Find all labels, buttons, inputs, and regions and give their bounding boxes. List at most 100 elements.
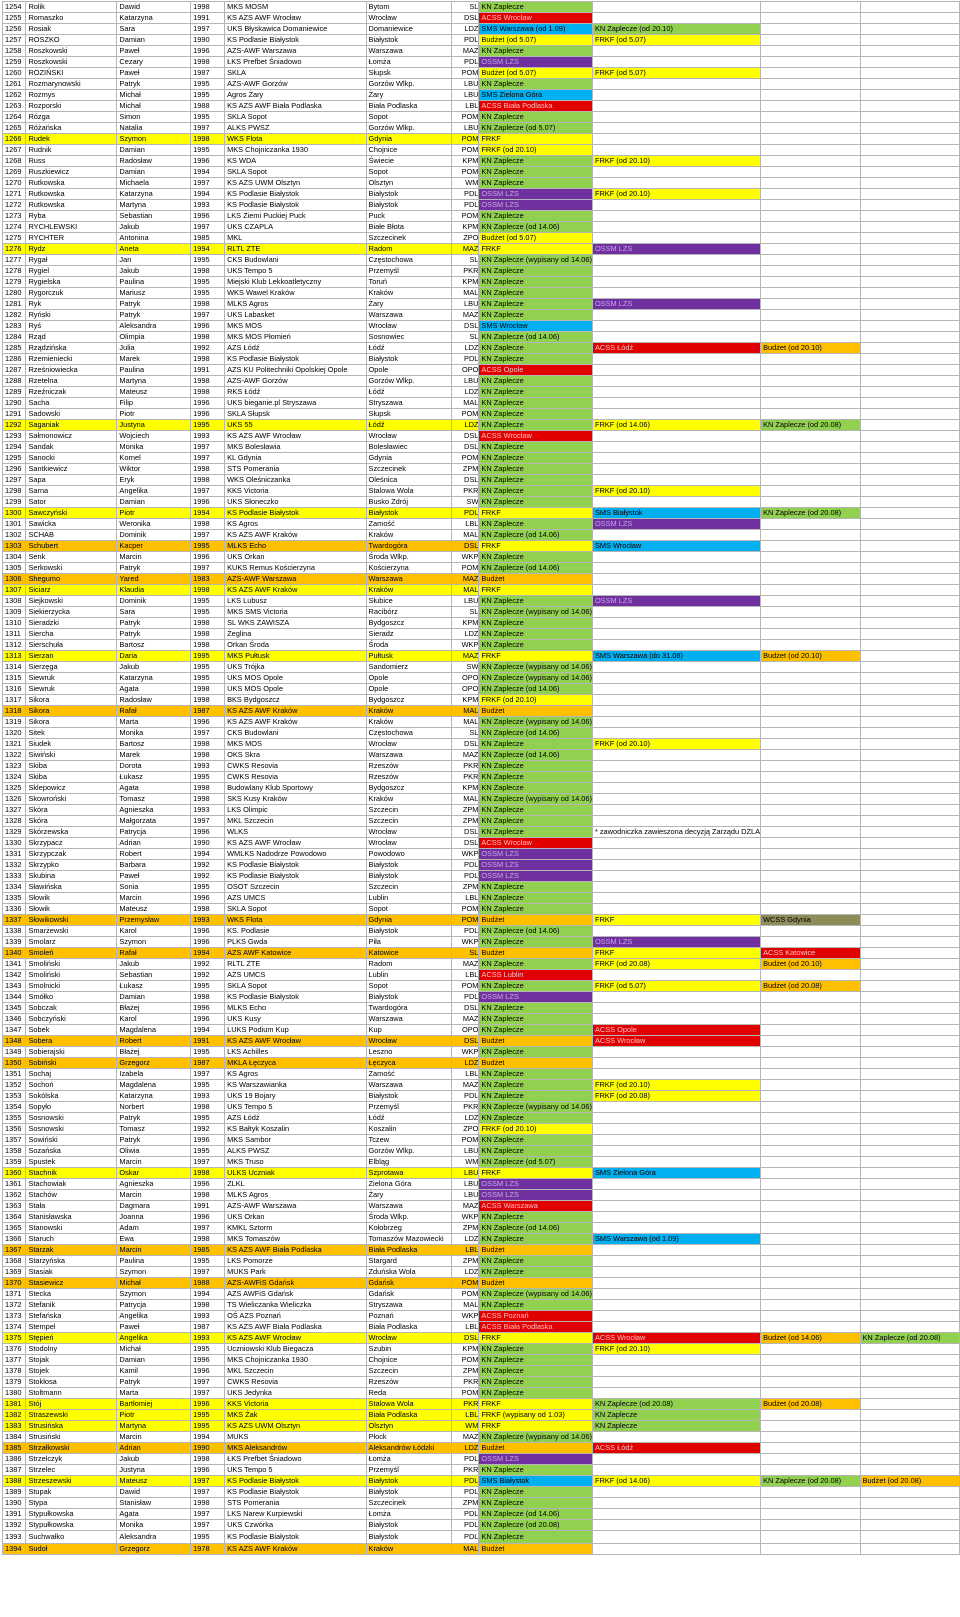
program-cell-3[interactable] [760, 749, 861, 761]
surname-cell[interactable]: RYCHLEWSKI [25, 221, 118, 233]
table-row[interactable]: 1260 ROZIŃSKI Paweł 1987 SKLA Słupsk POM Budżet… [1, 67, 960, 79]
surname-cell[interactable]: Sarna [25, 485, 118, 497]
city-cell[interactable]: Przemyśl [365, 265, 453, 277]
surname-cell[interactable]: Sobczak [25, 1002, 118, 1014]
program-cell-3[interactable] [760, 1288, 861, 1300]
program-cell-1[interactable]: KN Zaplecze [478, 265, 593, 277]
birth-year-cell[interactable]: 1998 [190, 375, 226, 387]
program-cell-4[interactable] [859, 1178, 960, 1190]
first-name-cell[interactable]: Damian [116, 166, 192, 178]
surname-cell[interactable]: Smarżewski [25, 925, 118, 937]
club-cell[interactable]: LKS Achilles [224, 1046, 367, 1058]
row-number-cell[interactable]: 1384 [1, 1431, 27, 1443]
program-cell-1[interactable]: KN Zaplecze [478, 1002, 593, 1014]
club-cell[interactable]: OKS Skra [224, 749, 367, 761]
birth-year-cell[interactable]: 1995 [190, 1255, 226, 1267]
table-row[interactable]: 1349 Sobierajski Błażej 1995 LKS Achilles Les… [1, 1046, 960, 1058]
table-row[interactable]: 1347 Sobek Magdalena 1994 LUKS Podium Kup Kup… [1, 1024, 960, 1036]
club-cell[interactable]: UKS Kusy [224, 1013, 367, 1025]
program-cell-2[interactable] [591, 1002, 762, 1014]
program-cell-4[interactable] [859, 969, 960, 981]
table-row[interactable]: 1369 Stasiak Szymon 1997 MUKS Park Zduńska Wo… [1, 1266, 960, 1278]
region-cell[interactable]: PDL [451, 859, 480, 871]
club-cell[interactable]: AZS AWF Katowice [224, 947, 367, 959]
row-number-cell[interactable]: 1279 [1, 276, 27, 288]
region-cell[interactable]: PDL [451, 925, 480, 937]
first-name-cell[interactable]: Marcin [116, 1189, 192, 1201]
city-cell[interactable]: Białystok [365, 1530, 453, 1544]
program-cell-1[interactable]: KN Zaplecze [478, 353, 593, 365]
surname-cell[interactable]: Siewruk [25, 672, 118, 684]
birth-year-cell[interactable]: 1994 [190, 188, 226, 200]
table-row[interactable]: 1374 Stempel Paweł 1987 KS AZS AWF Biała Pod… [1, 1321, 960, 1333]
club-cell[interactable]: MKL Szczecin [224, 815, 367, 827]
first-name-cell[interactable]: Olimpia [116, 331, 192, 343]
program-cell-3[interactable] [760, 199, 861, 211]
club-cell[interactable]: OŚ AZS Poznań [224, 1310, 367, 1322]
program-cell-3[interactable] [760, 859, 861, 871]
birth-year-cell[interactable]: 1995 [190, 595, 226, 607]
city-cell[interactable]: Gorzów Wlkp. [365, 122, 453, 134]
table-row[interactable]: 1351 Sochaj Izabela 1997 KS Agros Zamość LBL KN… [1, 1068, 960, 1080]
surname-cell[interactable]: Sopyło [25, 1101, 118, 1113]
birth-year-cell[interactable]: 1996 [190, 1354, 226, 1366]
surname-cell[interactable]: Stachnik [25, 1167, 118, 1179]
program-cell-1[interactable]: KN Zaplecze [478, 628, 593, 640]
program-cell-4[interactable] [859, 199, 960, 211]
birth-year-cell[interactable]: 1995 [190, 606, 226, 618]
table-row[interactable]: 1337 Słowikowski Przemysław 1993 WKS Flota Gd… [1, 914, 960, 926]
program-cell-4[interactable] [859, 188, 960, 200]
program-cell-4[interactable] [859, 958, 960, 970]
city-cell[interactable]: Lublin [365, 969, 453, 981]
birth-year-cell[interactable]: 1993 [190, 804, 226, 816]
table-row[interactable]: 1333 Skubina Paweł 1992 KS Podlasie Białysto… [1, 870, 960, 882]
program-cell-4[interactable] [859, 177, 960, 189]
birth-year-cell[interactable]: 1995 [190, 78, 226, 90]
row-number-cell[interactable]: 1362 [1, 1189, 27, 1201]
city-cell[interactable]: Łomża [365, 1508, 453, 1520]
program-cell-3[interactable] [760, 1189, 861, 1201]
program-cell-2[interactable] [591, 1222, 762, 1234]
city-cell[interactable]: Łódź [365, 1112, 453, 1124]
program-cell-3[interactable] [760, 1354, 861, 1366]
program-cell-2[interactable] [591, 1486, 762, 1498]
city-cell[interactable]: Pułtusk [365, 650, 453, 662]
program-cell-3[interactable] [760, 870, 861, 882]
program-cell-2[interactable]: FRKF [591, 914, 762, 926]
program-cell-1[interactable]: FRKF (od 20.10) [478, 694, 593, 706]
program-cell-4[interactable] [859, 617, 960, 629]
club-cell[interactable]: KS Podlasie Białystok [224, 1530, 367, 1544]
club-cell[interactable]: LKS Pomorze [224, 1255, 367, 1267]
program-cell-3[interactable] [760, 705, 861, 717]
region-cell[interactable]: POM [451, 210, 480, 222]
city-cell[interactable]: Kup [365, 1024, 453, 1036]
first-name-cell[interactable]: Dorota [116, 760, 192, 772]
program-cell-2[interactable] [591, 78, 762, 90]
program-cell-1[interactable]: KN Zaplecze [478, 78, 593, 90]
table-row[interactable]: 1305 Serkowski Patryk 1997 KUKS Remus Koście… [1, 562, 960, 574]
program-cell-2[interactable] [591, 1057, 762, 1069]
program-cell-1[interactable]: Budżet (od 5.07) [478, 232, 593, 244]
program-cell-2[interactable] [591, 254, 762, 266]
region-cell[interactable]: LBL [451, 100, 480, 112]
club-cell[interactable]: Budowlany Klub Sportowy [224, 782, 367, 794]
program-cell-1[interactable]: KN Zaplecze (wypisany od 14.06) [478, 716, 593, 728]
program-cell-1[interactable]: KN Zaplecze (wypisany od 14.06) [478, 793, 593, 805]
table-row[interactable]: 1348 Sobera Robert 1991 KS AZS AWF Wrocław Wr… [1, 1035, 960, 1047]
first-name-cell[interactable]: Wiktor [116, 463, 192, 475]
first-name-cell[interactable]: Katarzyna [116, 672, 192, 684]
region-cell[interactable]: ZPM [451, 1222, 480, 1234]
program-cell-3[interactable] [760, 1200, 861, 1212]
program-cell-2[interactable]: KN Zaplecze (od 20.10) [591, 23, 762, 35]
program-cell-3[interactable] [760, 188, 861, 200]
region-cell[interactable]: LBL [451, 518, 480, 530]
region-cell[interactable]: PKR [451, 771, 480, 783]
program-cell-3[interactable] [760, 606, 861, 618]
first-name-cell[interactable]: Oskar [116, 1167, 192, 1179]
first-name-cell[interactable]: Szymon [116, 936, 192, 948]
row-number-cell[interactable]: 1282 [1, 309, 27, 321]
table-row[interactable]: 1282 Ryński Patryk 1997 UKS Labasket Warszawa… [1, 309, 960, 321]
club-cell[interactable]: MKL [224, 232, 367, 244]
row-number-cell[interactable]: 1378 [1, 1365, 27, 1377]
program-cell-2[interactable]: ACSS Łódź [591, 1442, 762, 1454]
